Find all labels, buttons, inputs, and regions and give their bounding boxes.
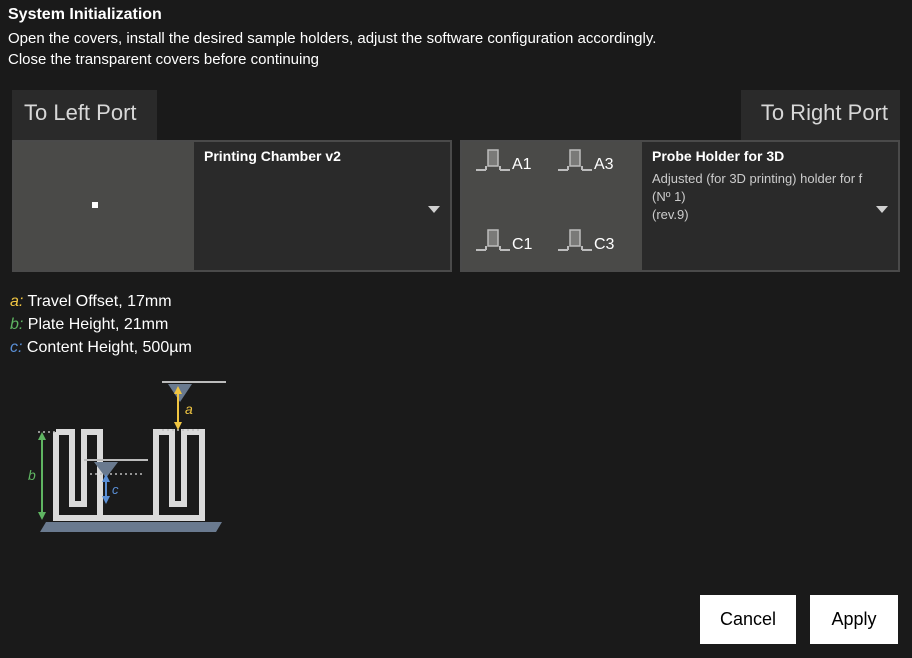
header: System Initialization Open the covers, i… [0, 0, 912, 82]
diagram-label-a: a [185, 401, 193, 417]
right-panel: A1 A3 C1 [460, 140, 900, 272]
param-b-text: Plate Height, 21mm [23, 316, 168, 333]
slot-a1[interactable]: A1 [476, 148, 532, 172]
param-c: c: Content Height, 500µm [10, 336, 904, 359]
diagram-left-structure [56, 432, 100, 518]
instruction-line-1: Open the covers, install the desired sam… [8, 28, 904, 49]
right-sub2: (Nº 1) [652, 188, 888, 206]
diagram-label-c: c [112, 482, 119, 497]
slot-c1[interactable]: C1 [476, 228, 532, 252]
param-c-key: c: [10, 339, 22, 356]
left-panel-title: Printing Chamber v2 [204, 148, 440, 164]
apply-button[interactable]: Apply [810, 595, 898, 644]
left-dropdown-arrow[interactable] [428, 200, 440, 216]
right-panel-title: Probe Holder for 3D [652, 148, 888, 164]
slot-icon [476, 148, 510, 172]
right-sub3: (rev.9) [652, 206, 888, 224]
param-a-text: Travel Offset, 17mm [23, 293, 171, 310]
param-a-key: a: [10, 293, 23, 310]
diagram-base [40, 522, 222, 532]
left-preview [14, 142, 194, 270]
ports-row: To Left Port To Right Port [0, 82, 912, 140]
left-panel: Printing Chamber v2 [12, 140, 452, 272]
slot-icon [558, 228, 592, 252]
slot-label: A1 [512, 156, 532, 174]
instruction-line-2: Close the transparent covers before cont… [8, 49, 904, 70]
diagram-svg: a b c [12, 372, 232, 542]
right-sub1: Adjusted (for 3D printing) holder for f [652, 170, 888, 188]
slot-label: C1 [512, 236, 532, 254]
parameters: a: Travel Offset, 17mm b: Plate Height, … [0, 272, 912, 368]
footer: Cancel Apply [700, 595, 898, 644]
left-panel-info[interactable]: Printing Chamber v2 [194, 142, 450, 270]
slot-icon [476, 228, 510, 252]
arrow-a-head-down [174, 422, 182, 430]
cancel-button[interactable]: Cancel [700, 595, 796, 644]
right-panel-info[interactable]: Probe Holder for 3D Adjusted (for 3D pri… [642, 142, 898, 270]
left-port-tab[interactable]: To Left Port [12, 90, 157, 140]
param-a: a: Travel Offset, 17mm [10, 290, 904, 313]
slot-label: C3 [594, 236, 614, 254]
param-b: b: Plate Height, 21mm [10, 313, 904, 336]
arrow-b-head-down [38, 512, 46, 520]
right-port-tab[interactable]: To Right Port [741, 90, 900, 140]
panels: Printing Chamber v2 A1 [0, 140, 912, 272]
arrow-c-head-up [102, 474, 110, 482]
arrow-c-head-down [102, 496, 110, 504]
page-title: System Initialization [8, 6, 904, 24]
right-panel-sub: Adjusted (for 3D printing) holder for f … [652, 170, 888, 225]
diagram-label-b: b [28, 467, 36, 483]
param-b-key: b: [10, 316, 23, 333]
param-c-text: Content Height, 500µm [22, 339, 191, 356]
right-dropdown-arrow[interactable] [876, 200, 888, 216]
diagram: a b c [0, 368, 912, 545]
arrow-b-head-up [38, 432, 46, 440]
slot-grid: A1 A3 C1 [462, 142, 642, 270]
preview-dot [92, 202, 98, 208]
slot-c3[interactable]: C3 [558, 228, 614, 252]
chevron-down-icon [876, 206, 888, 213]
slot-a3[interactable]: A3 [558, 148, 614, 172]
slot-icon [558, 148, 592, 172]
chevron-down-icon [428, 206, 440, 213]
slot-label: A3 [594, 156, 614, 174]
